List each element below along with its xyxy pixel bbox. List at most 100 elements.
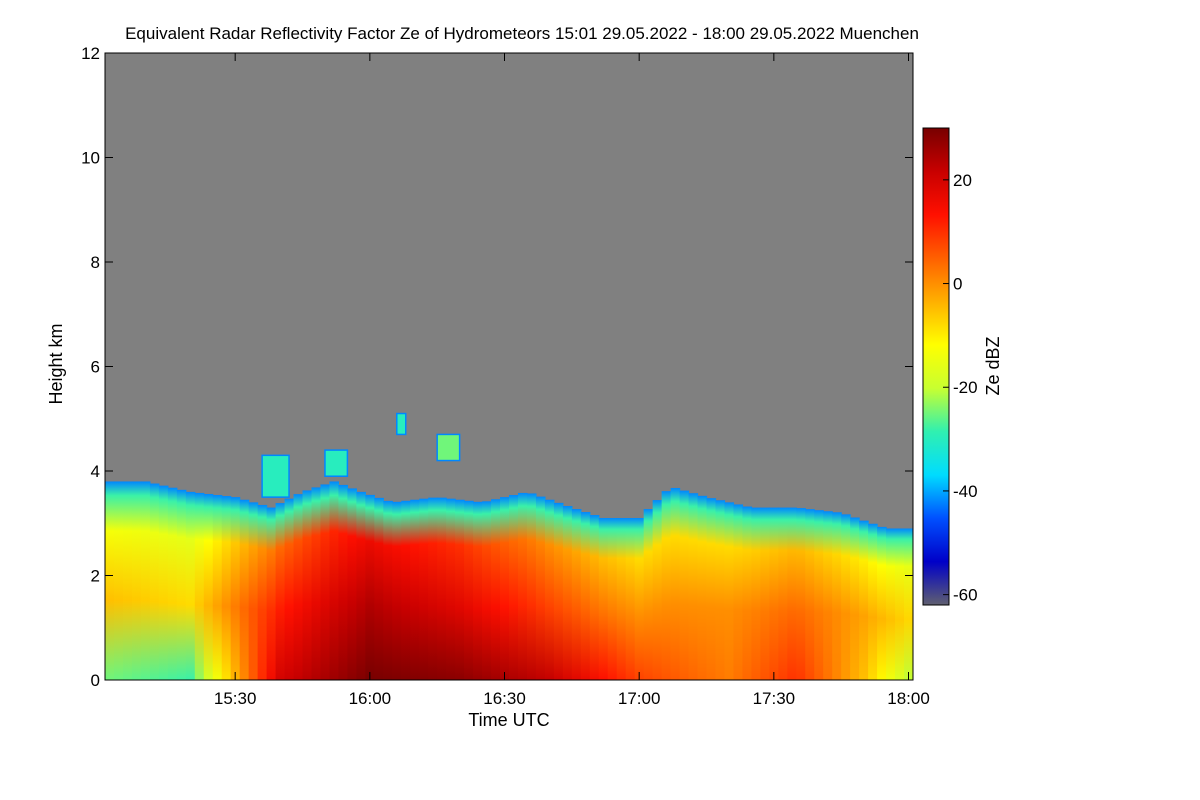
colorbar-title: Ze dBZ <box>983 336 1003 395</box>
reflectivity-column <box>526 493 537 680</box>
reflectivity-column <box>383 500 393 680</box>
reflectivity-column <box>491 499 501 680</box>
reflectivity-column <box>293 494 304 680</box>
plot-area <box>105 53 913 680</box>
y-axis-title: Height km <box>46 323 66 404</box>
colorbar-tick-label: -20 <box>953 378 978 397</box>
reflectivity-column <box>787 507 797 680</box>
reflectivity-column <box>257 504 268 680</box>
reflectivity-column <box>697 495 708 680</box>
y-tick-label: 12 <box>81 44 100 63</box>
reflectivity-column <box>284 498 295 680</box>
reflectivity-column <box>401 500 411 680</box>
reflectivity-column <box>517 492 528 680</box>
colorbar-tick-label: -60 <box>953 586 978 605</box>
reflectivity-column <box>464 500 474 680</box>
reflectivity-column <box>302 490 313 680</box>
reflectivity-column <box>320 484 331 680</box>
reflectivity-column <box>419 498 429 680</box>
colorbar-gradient <box>922 127 950 606</box>
y-tick-label: 10 <box>81 149 100 168</box>
isolated-echoes <box>261 412 461 498</box>
colorbar: -60 -40 -20 0 20 Ze dBZ <box>922 127 1003 606</box>
reflectivity-column <box>850 517 860 680</box>
reflectivity-column <box>661 491 672 680</box>
reflectivity-column <box>329 481 340 680</box>
reflectivity-column <box>535 496 546 680</box>
reflectivity-column <box>131 481 142 680</box>
reflectivity-column <box>509 495 519 680</box>
reflectivity-column <box>158 485 169 680</box>
reflectivity-column <box>733 504 744 680</box>
x-tick-label: 17:30 <box>753 689 796 708</box>
reflectivity-column <box>859 520 869 680</box>
reflectivity-column <box>706 498 717 680</box>
reflectivity-column <box>688 493 699 680</box>
reflectivity-column <box>904 528 913 680</box>
reflectivity-field <box>105 481 913 680</box>
x-tick-label: 18:00 <box>887 689 930 708</box>
colorbar-tick-label: 20 <box>953 171 972 190</box>
x-tick-label: 15:30 <box>214 689 257 708</box>
reflectivity-column <box>311 487 322 680</box>
reflectivity-column <box>886 528 896 680</box>
reflectivity-column <box>149 483 160 680</box>
reflectivity-column <box>455 499 465 680</box>
reflectivity-column <box>715 500 726 680</box>
reflectivity-column <box>212 495 223 680</box>
reflectivity-column <box>814 510 824 680</box>
colorbar-tick-label: 0 <box>953 275 962 294</box>
reflectivity-column <box>500 497 510 680</box>
isolated-echo <box>324 449 349 477</box>
reflectivity-column <box>724 502 735 680</box>
reflectivity-column <box>167 487 178 680</box>
reflectivity-column <box>437 497 447 680</box>
reflectivity-column <box>607 518 618 680</box>
chart-title: Equivalent Radar Reflectivity Factor Ze … <box>125 24 919 43</box>
reflectivity-column <box>356 491 366 680</box>
reflectivity-column <box>544 499 555 680</box>
x-tick-label: 16:00 <box>349 689 392 708</box>
reflectivity-column <box>347 488 357 680</box>
y-tick-label: 2 <box>91 567 100 586</box>
x-axis-title: Time UTC <box>468 710 549 730</box>
reflectivity-column <box>562 506 573 680</box>
reflectivity-column <box>203 493 214 680</box>
reflectivity-column <box>580 512 591 680</box>
reflectivity-column <box>194 492 205 680</box>
y-axis-ticks: 0 2 4 6 8 10 12 <box>81 44 913 690</box>
reflectivity-column <box>589 515 600 680</box>
reflectivity-column <box>760 507 770 680</box>
reflectivity-column <box>221 496 232 680</box>
reflectivity-column <box>778 507 788 680</box>
colorbar-tick-label: -40 <box>953 482 978 501</box>
reflectivity-column <box>239 499 250 680</box>
x-axis-ticks: 15:30 16:00 16:30 17:00 17:30 18:00 <box>214 53 930 708</box>
reflectivity-column <box>482 501 492 680</box>
x-tick-label: 17:00 <box>618 689 661 708</box>
reflectivity-column <box>625 518 636 680</box>
reflectivity-column <box>473 501 483 680</box>
isolated-echo <box>261 454 290 498</box>
y-tick-label: 8 <box>91 253 100 272</box>
y-tick-label: 6 <box>91 358 100 377</box>
reflectivity-column <box>823 511 833 680</box>
reflectivity-column <box>338 484 348 680</box>
reflectivity-column <box>185 491 196 680</box>
reflectivity-column <box>410 499 420 680</box>
reflectivity-column <box>446 498 456 680</box>
reflectivity-column <box>230 497 241 680</box>
reflectivity-column <box>895 528 905 680</box>
reflectivity-column <box>670 487 681 680</box>
x-tick-label: 16:30 <box>483 689 526 708</box>
reflectivity-column <box>140 481 151 680</box>
reflectivity-column <box>571 509 582 680</box>
reflectivity-column <box>868 523 878 680</box>
reflectivity-column <box>652 500 663 680</box>
reflectivity-column <box>365 494 375 680</box>
reflectivity-column <box>553 502 564 680</box>
colorbar-ticks: -60 -40 -20 0 20 <box>943 171 978 605</box>
reflectivity-column <box>805 509 815 680</box>
reflectivity-column <box>113 481 124 680</box>
